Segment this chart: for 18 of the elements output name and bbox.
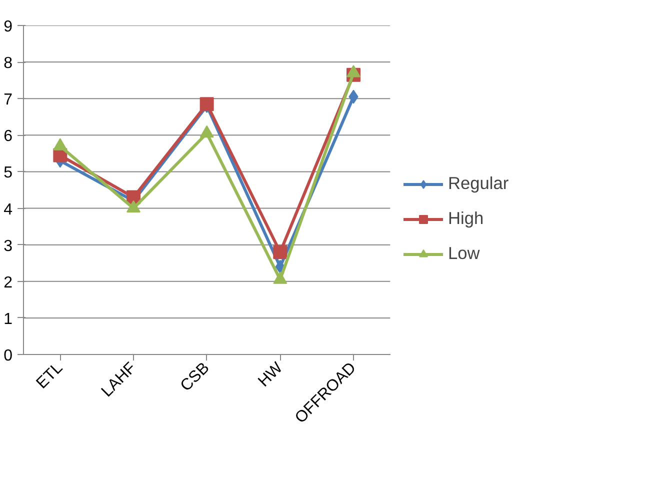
y-tick-label: 0 — [4, 348, 13, 364]
x-tick-label: CSB — [178, 359, 213, 395]
legend-label: High — [448, 208, 484, 229]
y-tick-label: 1 — [4, 310, 13, 328]
y-tick-label: 3 — [4, 238, 13, 255]
legend-label: Regular — [448, 173, 509, 194]
point — [200, 97, 214, 112]
y-tick-label: 6 — [4, 128, 13, 146]
x-tick-label: ETL — [33, 359, 66, 392]
y-tick-label: 4 — [4, 201, 13, 218]
legend-label: Low — [448, 243, 480, 264]
x-tick-label: HW — [255, 358, 287, 390]
y-tick-label: 9 — [4, 18, 13, 36]
y-tick-label: 7 — [4, 92, 13, 109]
point — [273, 245, 288, 260]
y-tick-label: 8 — [4, 55, 13, 72]
y-tick-label: 5 — [4, 164, 13, 182]
y-tick-label: 2 — [4, 274, 13, 292]
